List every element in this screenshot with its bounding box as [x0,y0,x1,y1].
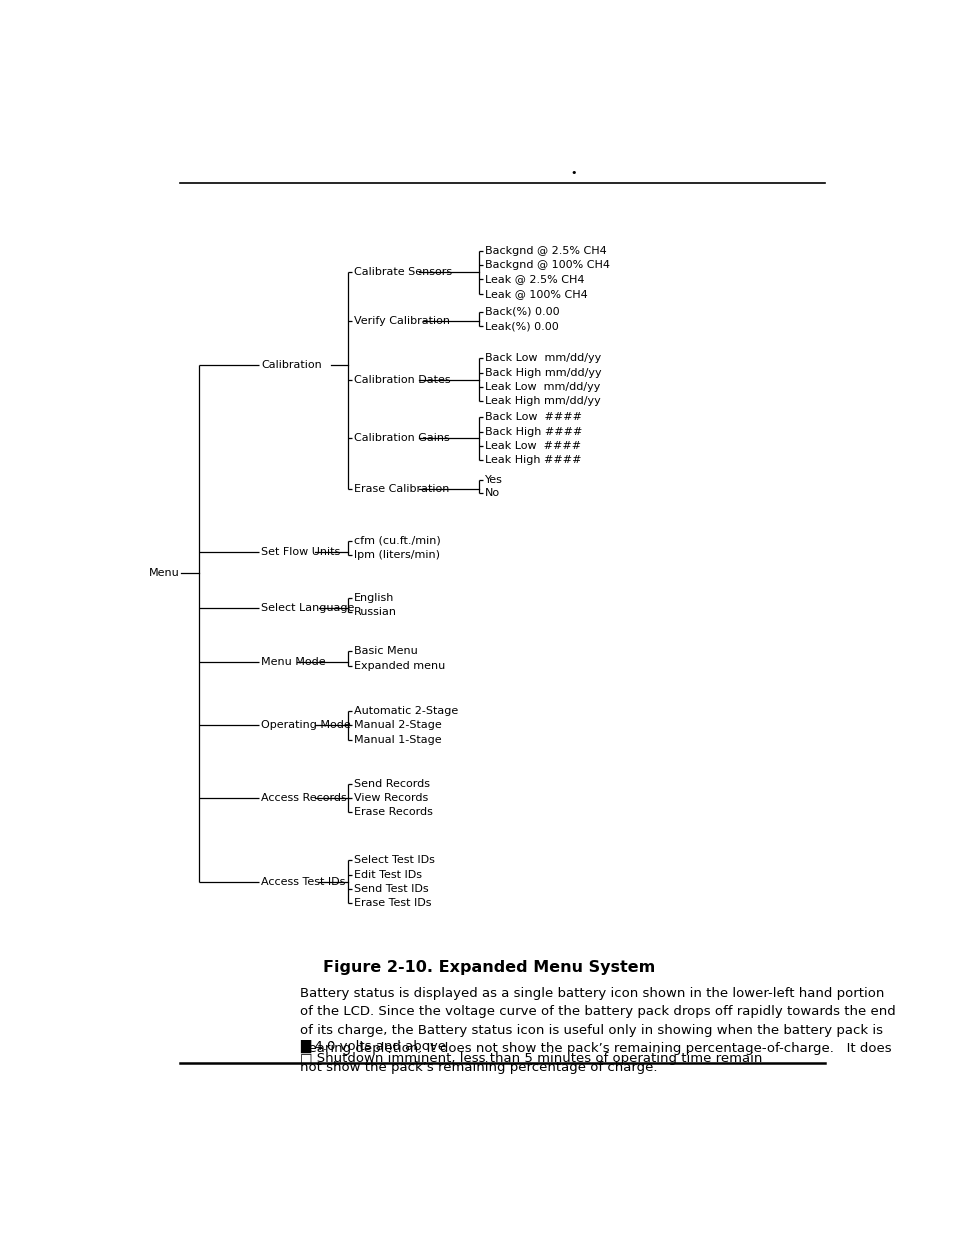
Text: Backgnd @ 100% CH4: Backgnd @ 100% CH4 [485,261,610,270]
Text: Basic Menu: Basic Menu [354,646,417,656]
Text: Edit Test IDs: Edit Test IDs [354,869,422,879]
Text: Leak Low  mm/dd/yy: Leak Low mm/dd/yy [485,382,600,391]
Text: Leak High mm/dd/yy: Leak High mm/dd/yy [485,396,600,406]
Text: Back High mm/dd/yy: Back High mm/dd/yy [485,368,601,378]
Text: Operating Mode: Operating Mode [261,720,351,730]
Text: Access Test IDs: Access Test IDs [261,877,345,887]
Text: Back Low  ####: Back Low #### [485,412,581,422]
Text: Expanded menu: Expanded menu [354,661,445,671]
Text: □ Shutdown imminent, less than 5 minutes of operating time remain: □ Shutdown imminent, less than 5 minutes… [300,1052,762,1065]
Text: Leak Low  ####: Leak Low #### [485,441,580,451]
Text: Back(%) 0.00: Back(%) 0.00 [485,306,559,316]
Text: Select Language: Select Language [261,603,355,613]
Text: Menu Mode: Menu Mode [261,657,326,667]
Text: Leak High ####: Leak High #### [485,456,581,466]
Text: English: English [354,593,395,603]
Text: Verify Calibration: Verify Calibration [354,316,450,326]
Text: Set Flow Units: Set Flow Units [261,547,340,557]
Text: Battery status is displayed as a single battery icon shown in the lower-left han: Battery status is displayed as a single … [300,987,895,1074]
Text: Leak @ 100% CH4: Leak @ 100% CH4 [485,289,587,299]
Text: Figure 2-10. Expanded Menu System: Figure 2-10. Expanded Menu System [322,960,655,974]
Text: Leak @ 2.5% CH4: Leak @ 2.5% CH4 [485,274,584,284]
Text: No: No [485,488,499,499]
Text: Erase Test IDs: Erase Test IDs [354,898,432,908]
Text: Access Records: Access Records [261,793,347,803]
Text: Select Test IDs: Select Test IDs [354,856,435,866]
Text: Leak(%) 0.00: Leak(%) 0.00 [485,321,558,331]
Text: Back High ####: Back High #### [485,426,582,437]
Text: View Records: View Records [354,793,428,803]
Text: █ 4.0 volts and above: █ 4.0 volts and above [300,1040,446,1053]
Text: Menu: Menu [149,568,180,578]
Text: Manual 1-Stage: Manual 1-Stage [354,735,441,745]
Text: Calibration Gains: Calibration Gains [354,433,450,443]
Text: Erase Records: Erase Records [354,806,433,818]
Text: Manual 2-Stage: Manual 2-Stage [354,720,441,730]
Text: Backgnd @ 2.5% CH4: Backgnd @ 2.5% CH4 [485,246,606,256]
Text: Back Low  mm/dd/yy: Back Low mm/dd/yy [485,353,600,363]
Text: •: • [570,168,577,178]
Text: Calibration: Calibration [261,361,321,370]
Text: Yes: Yes [485,475,502,485]
Text: Calibrate Sensors: Calibrate Sensors [354,267,452,277]
Text: Erase Calibration: Erase Calibration [354,484,449,494]
Text: Automatic 2-Stage: Automatic 2-Stage [354,706,458,716]
Text: lpm (liters/min): lpm (liters/min) [354,551,440,561]
Text: Send Records: Send Records [354,779,430,789]
Text: Russian: Russian [354,608,397,618]
Text: cfm (cu.ft./min): cfm (cu.ft./min) [354,536,440,546]
Text: Send Test IDs: Send Test IDs [354,884,429,894]
Text: Calibration Dates: Calibration Dates [354,375,451,385]
